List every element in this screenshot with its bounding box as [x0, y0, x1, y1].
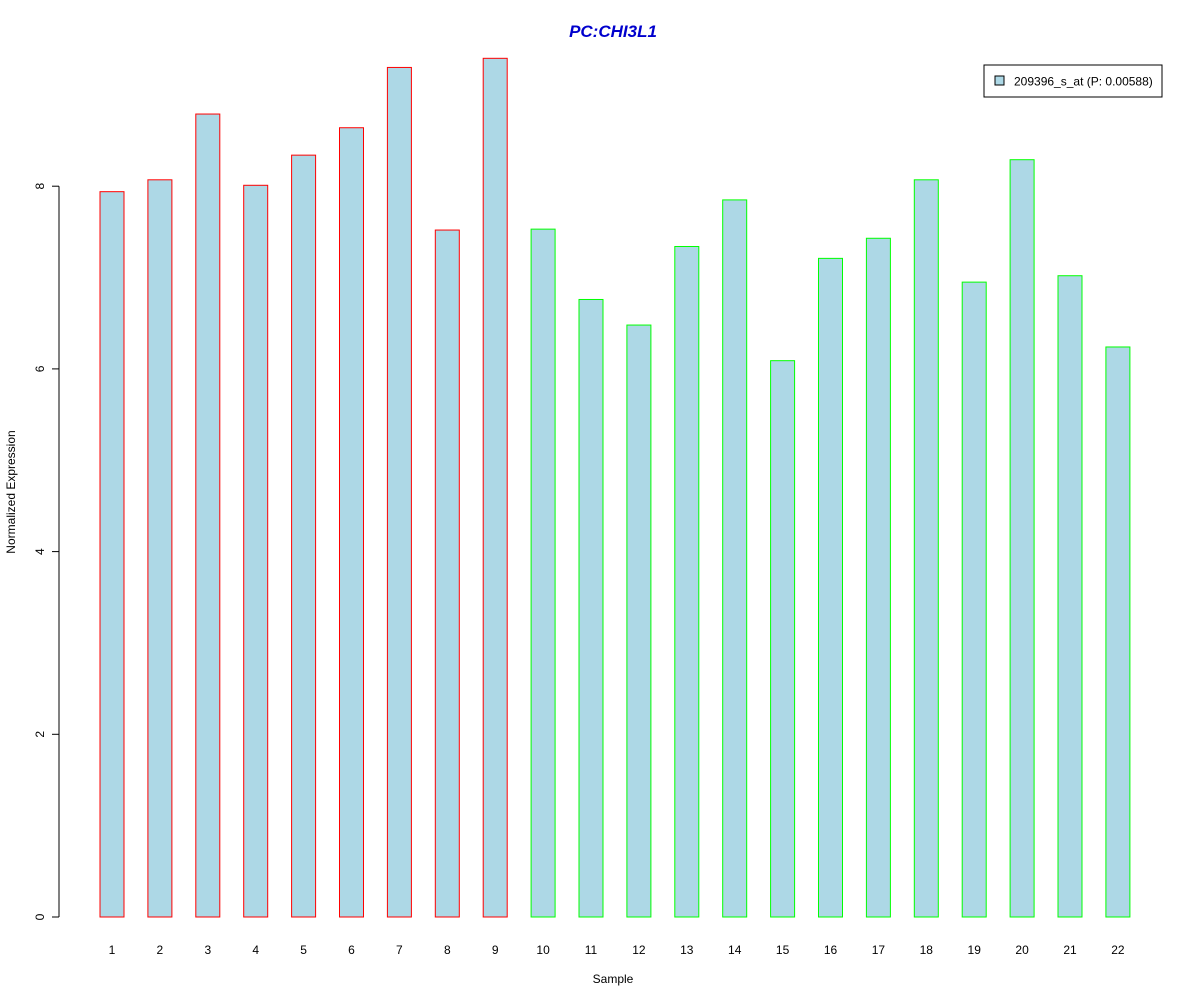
x-axis-title: Sample [593, 972, 634, 986]
bar-sample-17 [865, 237, 891, 918]
x-tick-label: 1 [109, 943, 116, 957]
bar-sample-14 [722, 199, 748, 918]
x-tick-label: 9 [492, 943, 499, 957]
bar-sample-3 [195, 113, 221, 918]
x-tick-label: 3 [204, 943, 211, 957]
x-tick-label: 11 [585, 943, 598, 957]
bar-sample-5 [291, 154, 317, 918]
x-tick-label: 17 [872, 943, 886, 957]
bar-sample-1 [99, 191, 125, 918]
x-tick-label: 22 [1111, 943, 1125, 957]
bar-sample-12 [626, 324, 652, 918]
x-tick-label: 8 [444, 943, 451, 957]
x-tick-label: 14 [728, 943, 742, 957]
legend-box [983, 64, 1163, 98]
y-axis: 0 2 4 6 8 [33, 183, 60, 920]
legend-swatch [994, 75, 1005, 86]
x-tick-label: 10 [536, 943, 550, 957]
y-tick-label: 0 [33, 913, 47, 920]
bars [99, 57, 1131, 918]
x-tick-label: 20 [1015, 943, 1029, 957]
x-tick-label: 21 [1063, 943, 1077, 957]
bar-sample-8 [434, 229, 460, 918]
bar-sample-21 [1057, 275, 1083, 918]
y-axis-title: Normalized Expression [4, 430, 18, 553]
bar-sample-22 [1105, 346, 1131, 918]
bar-sample-16 [818, 257, 843, 918]
x-axis-tick-labels: 1 2 3 4 5 6 7 8 9 10 11 12 13 14 15 16 17 18 19 20 21 22 [109, 943, 1125, 957]
bar-sample-9 [482, 57, 508, 918]
x-tick-label: 18 [920, 943, 934, 957]
x-tick-label: 6 [348, 943, 355, 957]
chart-title: PC:CHI3L1 [569, 22, 657, 41]
x-tick-label: 2 [157, 943, 164, 957]
x-tick-label: 7 [396, 943, 403, 957]
y-tick-label: 8 [33, 183, 47, 190]
legend: 209396_s_at (P: 0.00588) [983, 64, 1163, 98]
bar-sample-6 [339, 127, 364, 918]
x-tick-label: 4 [252, 943, 259, 957]
x-tick-label: 19 [968, 943, 982, 957]
x-tick-label: 13 [680, 943, 694, 957]
x-tick-label: 16 [824, 943, 838, 957]
bar-sample-19 [961, 281, 987, 918]
x-tick-label: 5 [300, 943, 307, 957]
y-tick-label: 2 [33, 731, 47, 738]
x-tick-label: 12 [632, 943, 646, 957]
bar-sample-11 [578, 298, 604, 918]
bar-sample-20 [1009, 159, 1035, 918]
bar-sample-18 [913, 179, 939, 918]
y-tick-label: 6 [33, 365, 47, 372]
bar-sample-2 [147, 179, 173, 918]
bar-sample-7 [386, 66, 412, 918]
y-tick-label: 4 [33, 548, 47, 555]
bar-sample-10 [530, 228, 556, 918]
bar-sample-13 [674, 245, 700, 918]
bar-sample-4 [243, 184, 269, 918]
x-tick-label: 15 [776, 943, 790, 957]
legend-label: 209396_s_at (P: 0.00588) [1014, 75, 1153, 89]
bar-sample-15 [770, 360, 796, 918]
